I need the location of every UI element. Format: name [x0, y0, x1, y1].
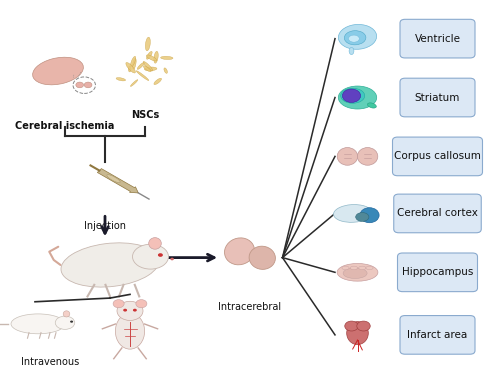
- Text: NSCs: NSCs: [131, 110, 159, 120]
- Circle shape: [133, 309, 137, 312]
- Ellipse shape: [338, 24, 376, 49]
- Ellipse shape: [154, 51, 158, 63]
- Ellipse shape: [107, 175, 120, 183]
- Ellipse shape: [132, 244, 168, 269]
- Ellipse shape: [130, 56, 136, 67]
- Text: Corpus callosum: Corpus callosum: [394, 151, 481, 162]
- Ellipse shape: [84, 82, 92, 88]
- Ellipse shape: [154, 78, 162, 85]
- Text: Intravenous: Intravenous: [21, 357, 79, 367]
- Ellipse shape: [358, 148, 378, 165]
- FancyBboxPatch shape: [400, 78, 475, 117]
- Ellipse shape: [334, 205, 372, 222]
- Ellipse shape: [337, 148, 357, 165]
- Ellipse shape: [349, 47, 354, 54]
- Ellipse shape: [148, 238, 162, 249]
- Ellipse shape: [128, 66, 131, 72]
- Ellipse shape: [116, 78, 126, 81]
- Text: Ventricle: Ventricle: [414, 33, 461, 44]
- Ellipse shape: [344, 31, 366, 45]
- Circle shape: [357, 321, 370, 331]
- Text: Striatum: Striatum: [415, 92, 460, 103]
- Ellipse shape: [146, 55, 157, 61]
- FancyBboxPatch shape: [400, 19, 475, 58]
- Circle shape: [113, 300, 124, 308]
- Text: Cerebral ischemia: Cerebral ischemia: [16, 121, 114, 131]
- Circle shape: [342, 89, 360, 102]
- Ellipse shape: [360, 208, 379, 223]
- Ellipse shape: [32, 57, 84, 85]
- FancyBboxPatch shape: [398, 253, 477, 291]
- Ellipse shape: [126, 63, 136, 73]
- Circle shape: [345, 321, 358, 331]
- Ellipse shape: [144, 67, 157, 71]
- Ellipse shape: [358, 266, 366, 270]
- Ellipse shape: [343, 268, 367, 279]
- FancyBboxPatch shape: [394, 194, 481, 233]
- Circle shape: [123, 309, 127, 312]
- Text: Cerebral cortex: Cerebral cortex: [397, 208, 478, 219]
- Circle shape: [136, 300, 147, 308]
- Ellipse shape: [356, 213, 369, 222]
- Ellipse shape: [137, 63, 144, 69]
- Ellipse shape: [61, 243, 159, 287]
- Ellipse shape: [160, 56, 173, 60]
- Ellipse shape: [146, 52, 152, 59]
- Ellipse shape: [164, 68, 168, 73]
- Text: Intracerebral: Intracerebral: [218, 302, 282, 312]
- Ellipse shape: [340, 88, 364, 103]
- Ellipse shape: [350, 266, 358, 270]
- Text: Injection: Injection: [84, 221, 126, 231]
- Circle shape: [117, 301, 143, 321]
- FancyBboxPatch shape: [400, 315, 475, 354]
- Ellipse shape: [143, 61, 152, 71]
- Ellipse shape: [63, 311, 70, 317]
- Ellipse shape: [338, 86, 376, 109]
- Ellipse shape: [130, 79, 138, 86]
- Circle shape: [158, 253, 163, 257]
- FancyBboxPatch shape: [392, 137, 482, 176]
- Ellipse shape: [55, 316, 75, 329]
- Text: Hippocampus: Hippocampus: [402, 267, 473, 277]
- Ellipse shape: [368, 103, 376, 108]
- Ellipse shape: [11, 314, 65, 334]
- Ellipse shape: [116, 313, 144, 349]
- Ellipse shape: [146, 37, 150, 51]
- Ellipse shape: [249, 246, 276, 269]
- Ellipse shape: [337, 263, 378, 281]
- Text: Infarct area: Infarct area: [408, 330, 468, 340]
- FancyArrow shape: [98, 169, 138, 193]
- Ellipse shape: [224, 238, 254, 265]
- Circle shape: [73, 77, 96, 93]
- Ellipse shape: [136, 71, 149, 81]
- Circle shape: [170, 258, 174, 260]
- Ellipse shape: [144, 66, 151, 72]
- Ellipse shape: [348, 35, 360, 42]
- Ellipse shape: [342, 266, 349, 270]
- Ellipse shape: [132, 59, 136, 69]
- Ellipse shape: [366, 266, 373, 270]
- Ellipse shape: [346, 322, 368, 344]
- Ellipse shape: [76, 82, 84, 88]
- Circle shape: [70, 321, 73, 323]
